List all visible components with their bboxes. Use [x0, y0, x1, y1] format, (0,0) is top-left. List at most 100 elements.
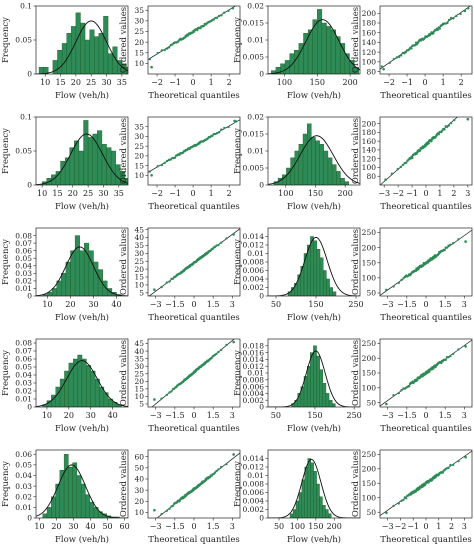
x-tick-label: 20: [64, 411, 74, 420]
density-curve: [268, 19, 360, 74]
qq-point: [399, 165, 403, 169]
y-tick-label: 200: [362, 119, 377, 128]
x-axis-label: Theoretical quantiles: [380, 535, 471, 545]
y-tick-label: 0.05: [15, 363, 32, 372]
x-tick-label: 0: [191, 300, 196, 309]
x-tick-label: 1: [441, 78, 446, 87]
x-axis-label: Flow (veh/h): [55, 423, 109, 434]
y-tick-label: 30: [134, 486, 144, 495]
y-axis-label: Ordered values: [119, 7, 129, 73]
y-tick-label: 0.04: [15, 471, 32, 480]
qq-point: [223, 11, 226, 14]
x-axis-label: Flow (veh/h): [55, 90, 109, 101]
y-tick-label: 45: [134, 339, 144, 348]
x-tick-label: 30: [101, 78, 111, 87]
histogram-bar: [310, 236, 314, 296]
y-axis-label: Frequency: [233, 17, 243, 63]
qq-points: [384, 117, 470, 182]
y-tick-label: 25: [134, 369, 144, 378]
histogram-bar: [294, 283, 298, 296]
x-tick-label: 250: [346, 411, 361, 420]
y-tick-label: 0: [259, 514, 264, 523]
x-tick-label: −2: [383, 78, 395, 87]
histogram-bar: [89, 501, 95, 518]
y-tick-label: 0.002: [243, 396, 265, 405]
x-tick-label: 10: [42, 411, 52, 420]
hist-4-1: 10 20 30 40 00.010.020.030.040.050.060.070.0…: [1, 338, 129, 434]
x-axis-label: Theoretical quantiles: [380, 202, 471, 212]
axes-frame: [35, 227, 129, 297]
y-tick-label: 20: [134, 152, 144, 161]
y-tick-label: 160: [362, 137, 377, 146]
qq-point: [436, 28, 439, 32]
x-tick-label: 10: [40, 78, 50, 87]
x-tick-label: −1.5: [165, 522, 184, 531]
x-tick-label: 100: [290, 522, 305, 531]
qq-points: [153, 340, 235, 401]
x-tick-label: 30: [68, 522, 78, 531]
x-tick-label: −2: [395, 522, 407, 531]
x-tick-label: −1: [169, 189, 181, 198]
histogram-bars: [41, 120, 128, 185]
y-tick-label: 0.012: [243, 362, 265, 371]
x-tick-label: 1: [436, 522, 441, 531]
qq-point: [148, 57, 152, 61]
histogram-bar: [64, 157, 70, 185]
qq-point: [397, 391, 401, 395]
y-tick-label: 150: [362, 369, 377, 378]
histogram-bar: [328, 400, 333, 407]
y-tick-label: 0: [259, 403, 264, 412]
histogram-bar: [313, 345, 317, 407]
y-tick-label: 140: [362, 38, 377, 47]
histogram-bar: [332, 403, 336, 407]
qq-point: [440, 361, 443, 365]
y-tick-label: 35: [134, 241, 144, 250]
density-curve: [268, 135, 360, 185]
qq-point: [408, 48, 411, 51]
histogram-bar: [319, 369, 324, 407]
qq-points: [153, 453, 235, 516]
y-tick-label: 200: [362, 9, 377, 18]
histogram-bars: [289, 458, 332, 518]
qq-point: [424, 144, 427, 148]
x-tick-label: 3: [465, 189, 470, 198]
y-tick-label: 0.01: [15, 395, 32, 404]
qq-point: [211, 134, 214, 137]
y-tick-label: 100: [362, 274, 377, 283]
qq-point: [385, 288, 388, 292]
qq-point: [449, 16, 453, 20]
x-tick-label: 1.5: [439, 300, 452, 309]
y-axis-label: Frequency: [233, 239, 243, 285]
y-tick-label: 40: [134, 233, 144, 242]
y-axis-label: Ordered values: [119, 229, 129, 295]
y-tick-label: 50: [134, 464, 144, 473]
x-tick-label: 25: [83, 189, 93, 198]
y-tick-label: 0.006: [243, 488, 265, 497]
qq-point: [153, 398, 156, 401]
qq-point: [165, 47, 169, 50]
qq-point: [390, 172, 394, 175]
histogram-bar: [317, 9, 323, 74]
hist-3-1: 10 20 30 40 00.010.020.030.040.050.060.070.0…: [1, 227, 129, 323]
qq-point: [163, 48, 166, 52]
x-axis-label: Theoretical quantiles: [148, 202, 239, 212]
x-tick-label: 150: [308, 522, 323, 531]
y-tick-label: 0.002: [243, 283, 265, 292]
qq-point: [432, 32, 435, 35]
y-axis-label: Ordered values: [351, 229, 361, 295]
y-tick-label: 0.014: [243, 232, 265, 241]
y-tick-label: 0: [27, 514, 32, 523]
histogram-bar: [292, 509, 297, 518]
x-tick-label: 20: [65, 300, 75, 309]
y-tick-label: 180: [362, 19, 377, 28]
qq-point: [153, 288, 156, 291]
y-axis-label: Frequency: [233, 350, 243, 396]
histogram-bar: [294, 50, 300, 74]
x-axis-label: Flow (veh/h): [287, 534, 341, 545]
histogram-bar: [74, 140, 80, 185]
qq-4-1: −3 −1.5 0 1.5 351015202530354045Theoretical …: [119, 338, 241, 434]
y-tick-label: 0.1: [20, 113, 32, 122]
hist-5-1: 10 20 30 40 50 60 0 0.01 0.020.03 0.040.05 0.06 Flo…: [1, 449, 130, 545]
histogram-bar: [329, 287, 334, 296]
x-tick-label: 150: [307, 411, 322, 420]
